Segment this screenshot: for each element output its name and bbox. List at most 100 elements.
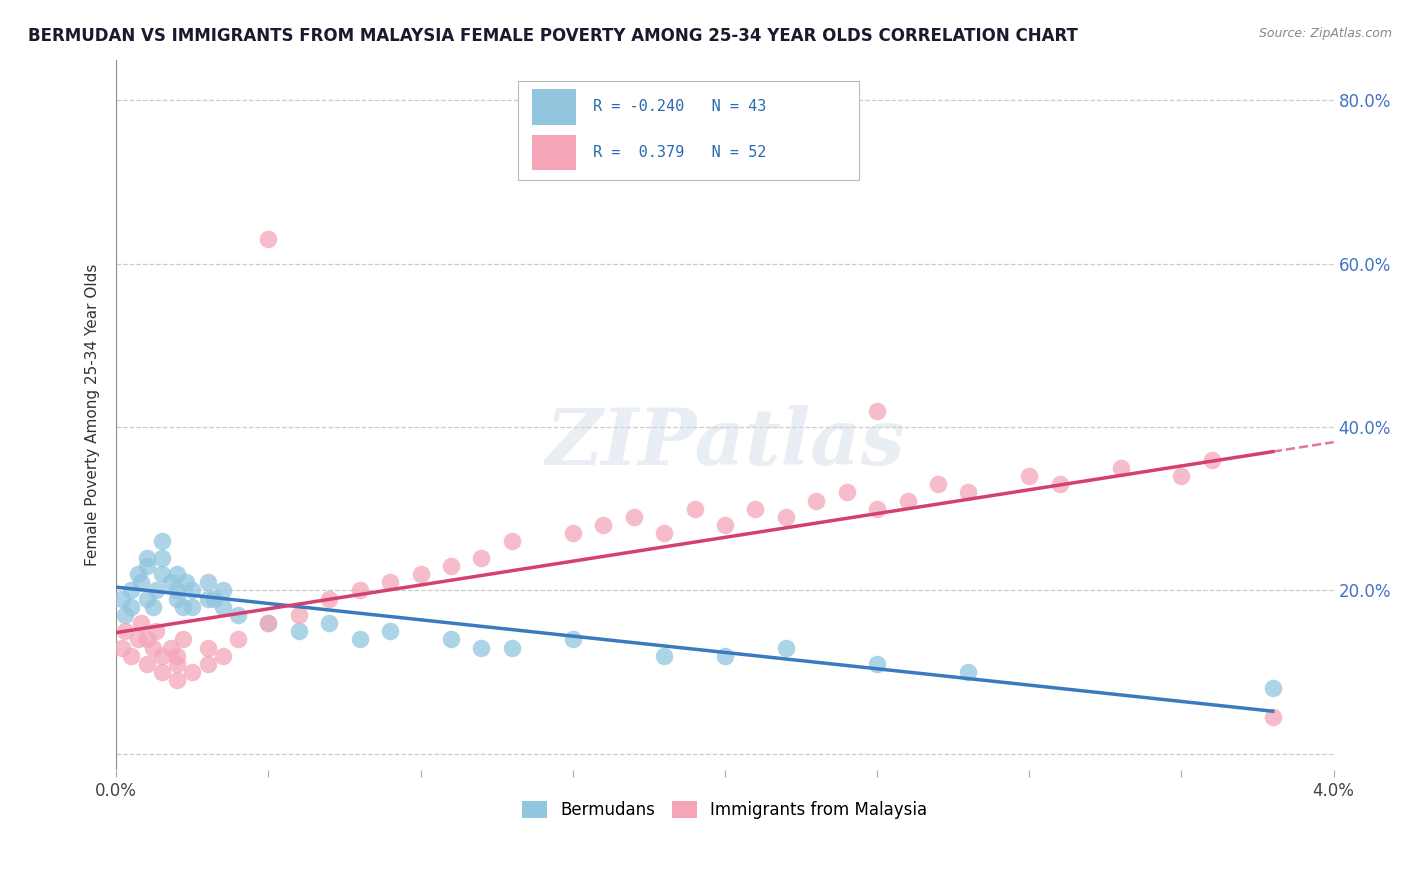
Point — [927, 477, 949, 491]
Point — [166, 591, 188, 606]
Point — [866, 403, 889, 417]
Point — [150, 648, 173, 663]
Legend: Bermudans, Immigrants from Malaysia: Bermudans, Immigrants from Malaysia — [516, 794, 935, 826]
Point — [145, 624, 167, 639]
Point — [561, 632, 583, 647]
Point — [592, 518, 614, 533]
Point — [866, 501, 889, 516]
Point — [166, 673, 188, 688]
Point — [211, 583, 233, 598]
Point — [181, 665, 204, 679]
Point — [172, 632, 194, 647]
Point — [835, 485, 858, 500]
Point — [160, 575, 183, 590]
Point — [470, 640, 492, 655]
Point — [181, 599, 204, 614]
Point — [1018, 469, 1040, 483]
Point — [121, 648, 143, 663]
Point — [288, 607, 311, 622]
Point — [197, 591, 219, 606]
Point — [142, 599, 165, 614]
Point — [623, 509, 645, 524]
Point — [1049, 477, 1071, 491]
Point — [111, 640, 134, 655]
Point — [172, 599, 194, 614]
Point — [957, 485, 980, 500]
Point — [114, 624, 136, 639]
Point — [145, 583, 167, 598]
Point — [111, 591, 134, 606]
Point — [501, 534, 523, 549]
Point — [380, 575, 402, 590]
Text: ZIPatlas: ZIPatlas — [546, 405, 904, 482]
Text: BERMUDAN VS IMMIGRANTS FROM MALAYSIA FEMALE POVERTY AMONG 25-34 YEAR OLDS CORREL: BERMUDAN VS IMMIGRANTS FROM MALAYSIA FEM… — [28, 27, 1078, 45]
Point — [1261, 681, 1284, 696]
Point — [257, 232, 280, 246]
Point — [652, 526, 675, 541]
Point — [135, 632, 157, 647]
Point — [127, 567, 149, 582]
Point — [142, 640, 165, 655]
Point — [135, 558, 157, 573]
Point — [127, 632, 149, 647]
Point — [166, 648, 188, 663]
Point — [714, 648, 737, 663]
Point — [349, 632, 371, 647]
Point — [714, 518, 737, 533]
Point — [318, 591, 340, 606]
Y-axis label: Female Poverty Among 25-34 Year Olds: Female Poverty Among 25-34 Year Olds — [86, 264, 100, 566]
Point — [257, 615, 280, 630]
Point — [380, 624, 402, 639]
Point — [150, 550, 173, 565]
Point — [288, 624, 311, 639]
Point — [409, 567, 432, 582]
Point — [135, 591, 157, 606]
Point — [896, 493, 918, 508]
Point — [160, 640, 183, 655]
Point — [211, 648, 233, 663]
Point — [775, 640, 797, 655]
Point — [166, 657, 188, 671]
Point — [866, 657, 889, 671]
Point — [135, 550, 157, 565]
Point — [683, 501, 706, 516]
Point — [174, 575, 197, 590]
Point — [197, 657, 219, 671]
Point — [652, 648, 675, 663]
Point — [806, 493, 828, 508]
Point — [166, 567, 188, 582]
Point — [226, 632, 249, 647]
Point — [150, 567, 173, 582]
Point — [226, 607, 249, 622]
Point — [501, 640, 523, 655]
Point — [129, 575, 152, 590]
Point — [744, 501, 766, 516]
Point — [197, 575, 219, 590]
Point — [318, 615, 340, 630]
Point — [197, 640, 219, 655]
Point — [440, 632, 463, 647]
Point — [181, 583, 204, 598]
Point — [121, 583, 143, 598]
Point — [1261, 710, 1284, 724]
Text: Source: ZipAtlas.com: Source: ZipAtlas.com — [1258, 27, 1392, 40]
Point — [150, 534, 173, 549]
Point — [114, 607, 136, 622]
Point — [957, 665, 980, 679]
Point — [121, 599, 143, 614]
Point — [257, 615, 280, 630]
Point — [349, 583, 371, 598]
Point — [470, 550, 492, 565]
Point — [150, 665, 173, 679]
Point — [166, 583, 188, 598]
Point — [1201, 452, 1223, 467]
Point — [129, 615, 152, 630]
Point — [440, 558, 463, 573]
Point — [211, 599, 233, 614]
Point — [135, 657, 157, 671]
Point — [1170, 469, 1192, 483]
Point — [1109, 461, 1132, 475]
Point — [202, 591, 225, 606]
Point — [775, 509, 797, 524]
Point — [561, 526, 583, 541]
